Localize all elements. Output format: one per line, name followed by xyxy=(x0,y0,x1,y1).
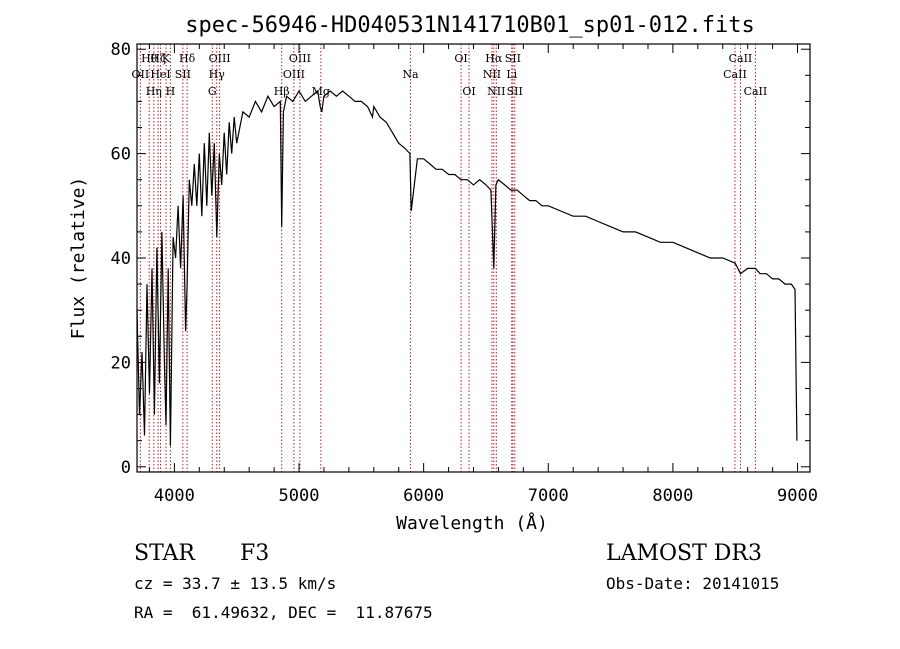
marker-label: Li xyxy=(506,68,517,81)
marker-label: OIII xyxy=(209,52,231,65)
y-tick-label: 80 xyxy=(111,40,131,60)
marker-label: Mg xyxy=(312,85,330,98)
marker-label: HeI xyxy=(150,68,170,81)
marker-label: SII xyxy=(505,52,521,65)
marker-label: CaII xyxy=(744,85,768,98)
marker-label: OI xyxy=(462,85,475,98)
x-tick-label: 4000 xyxy=(154,486,195,506)
marker-label: Hδ xyxy=(179,52,196,65)
y-tick-label: 0 xyxy=(121,458,131,478)
marker-label: Na xyxy=(402,68,419,81)
coordinates: RA = 61.49632, DEC = 11.87675 xyxy=(134,603,433,622)
y-tick-label: 20 xyxy=(111,353,131,373)
marker-label: OI xyxy=(454,52,467,65)
marker-label: H xyxy=(166,85,176,98)
marker-label: OIII xyxy=(289,52,311,65)
marker-label: NII xyxy=(487,85,505,98)
marker-label: SII xyxy=(175,68,191,81)
observation-date: Obs-Date: 20141015 xyxy=(606,574,779,593)
spectrum-line xyxy=(136,89,798,446)
marker-label: K xyxy=(162,52,171,65)
x-tick-label: 7000 xyxy=(528,486,569,506)
spectral-line-labels: OII Hθ Hη Hζ HeI K H SII Hδ G Hγ OIII Hβ OIII OIII Mg Na… xyxy=(132,52,768,98)
marker-label: SII xyxy=(507,85,523,98)
object-subclass: F3 xyxy=(240,541,269,566)
redshift-velocity: cz = 33.7 ± 13.5 km/s xyxy=(134,574,336,593)
object-class: STAR xyxy=(134,541,196,566)
marker-label: Hγ xyxy=(209,68,226,81)
marker-label: G xyxy=(208,85,217,98)
marker-label: Hβ xyxy=(274,85,290,98)
y-axis-label: Flux (relative) xyxy=(68,177,89,340)
x-tick-label: 9000 xyxy=(777,486,818,506)
marker-label: Hη xyxy=(146,85,162,98)
y-tick-label: 60 xyxy=(111,145,131,165)
marker-label: Hα xyxy=(485,52,503,65)
x-tick-label: 5000 xyxy=(279,486,320,506)
y-axis-ticks: 0 20 40 60 80 xyxy=(111,40,810,478)
marker-label: NII xyxy=(483,68,501,81)
chart-title: spec-56946-HD040531N141710B01_sp01-012.f… xyxy=(185,13,755,38)
survey-name: LAMOST DR3 xyxy=(606,541,762,566)
x-axis-label: Wavelength (Å) xyxy=(396,512,548,534)
y-tick-label: 40 xyxy=(111,249,131,269)
marker-label: Hζ xyxy=(150,52,166,65)
marker-label: OII xyxy=(132,68,150,81)
x-axis-ticks: 4000 5000 6000 7000 8000 9000 xyxy=(148,44,818,506)
marker-label: CaII xyxy=(729,52,753,65)
spectral-line-markers xyxy=(139,44,756,472)
marker-label: CaII xyxy=(723,68,747,81)
x-tick-label: 8000 xyxy=(652,486,693,506)
marker-label: OIII xyxy=(283,68,305,81)
marker-label: Hθ xyxy=(141,52,158,65)
x-tick-label: 6000 xyxy=(403,486,444,506)
